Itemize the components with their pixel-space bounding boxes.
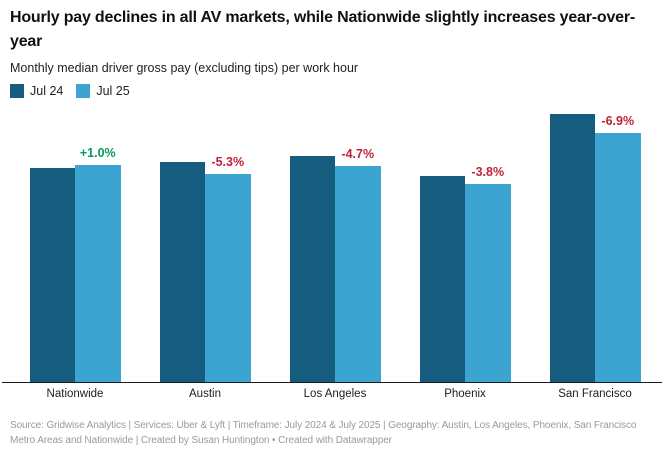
- legend-label-jul25: Jul 25: [96, 84, 130, 98]
- x-label-san-francisco: San Francisco: [558, 388, 632, 400]
- change-label-san-francisco: -6.9%: [601, 114, 635, 128]
- bar-jul25-san-francisco: [595, 133, 641, 382]
- bar-jul25-nationwide: [75, 165, 121, 382]
- x-axis-labels: Nationwide Austin Los Angeles Phoenix San Fr…: [10, 388, 660, 400]
- x-label-los-angeles: Los Angeles: [303, 388, 367, 400]
- bar-jul25-austin: [205, 174, 251, 382]
- legend-swatch-jul24: [10, 84, 24, 98]
- source-attribution: Source: Gridwise Analytics | Services: U…: [10, 420, 637, 446]
- x-label-nationwide: Nationwide: [46, 388, 104, 400]
- bar-jul25-phoenix: [465, 184, 511, 382]
- change-label-los-angeles: -4.7%: [341, 147, 375, 161]
- bar-jul24-austin: [159, 162, 205, 382]
- bar-jul25-los-angeles: [335, 166, 381, 382]
- legend-item-jul25: Jul 25: [76, 84, 130, 98]
- bar-jul24-san-francisco: [549, 114, 595, 382]
- bar-jul24-nationwide: [29, 168, 75, 382]
- chart-subtitle: Monthly median driver gross pay (excludi…: [10, 61, 359, 75]
- legend-label-jul24: Jul 24: [30, 84, 64, 98]
- change-label-nationwide: +1.0%: [79, 146, 116, 160]
- legend-swatch-jul25: [76, 84, 91, 98]
- x-label-phoenix: Phoenix: [444, 388, 486, 400]
- x-label-austin: Austin: [189, 388, 221, 400]
- bar-chart: +1.0% -5.3% -4.7% -3.8% -6.9%: [10, 100, 660, 382]
- chart-title: Hourly pay declines in all AV markets, w…: [10, 9, 636, 50]
- bar-jul24-phoenix: [419, 176, 465, 382]
- bar-jul24-los-angeles: [289, 156, 335, 382]
- change-label-phoenix: -3.8%: [471, 165, 505, 179]
- x-axis-line: [2, 382, 662, 383]
- legend-item-jul24: Jul 24: [10, 84, 63, 98]
- change-label-austin: -5.3%: [211, 155, 245, 169]
- legend: Jul 24 Jul 25: [10, 84, 130, 98]
